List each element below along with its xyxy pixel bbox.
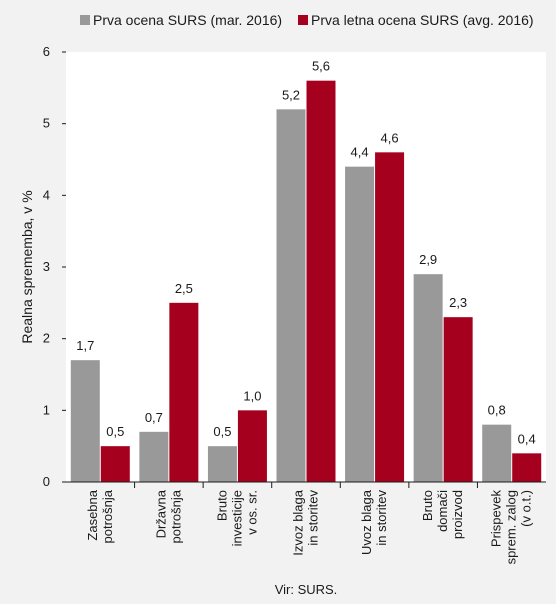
bar bbox=[345, 166, 375, 482]
category-label: potrošnja bbox=[100, 489, 115, 543]
data-label: 5,2 bbox=[282, 87, 300, 102]
plot-area bbox=[66, 52, 546, 482]
legend-swatch bbox=[298, 15, 308, 25]
value-labels: 1,7 0,5 0,7 2,5 0,5 1,0 5,2 5,6 4,4 4,6 2,9 2,3 0,8 0… bbox=[76, 59, 536, 447]
category-label: proizvod bbox=[450, 490, 465, 539]
data-label: 4,6 bbox=[381, 130, 399, 145]
legend-label: Prva letna ocena SURS (avg. 2016) bbox=[311, 12, 534, 28]
data-label: 1,7 bbox=[76, 338, 94, 353]
category-label: v os. sr. bbox=[244, 490, 259, 535]
data-label: 5,6 bbox=[312, 59, 330, 74]
bar bbox=[276, 109, 306, 482]
bar bbox=[237, 410, 267, 482]
category-labels: Zasebna potrošnja Državna potrošnja Bruto inv… bbox=[85, 482, 534, 564]
category-label: Bruto bbox=[214, 490, 229, 521]
category-label: domači bbox=[435, 490, 450, 532]
bar bbox=[413, 274, 443, 482]
data-label: 1,0 bbox=[243, 388, 261, 403]
data-label: 2,3 bbox=[449, 295, 467, 310]
category-label: Izvoz blaga bbox=[291, 489, 306, 556]
y-tick-label: 5 bbox=[43, 116, 50, 131]
y-axis-ticks: 0 1 2 3 4 5 6 bbox=[43, 44, 66, 489]
category-label: potrošnja bbox=[168, 489, 183, 543]
y-tick-label: 2 bbox=[43, 331, 50, 346]
bar bbox=[207, 446, 237, 482]
y-tick-label: 0 bbox=[43, 474, 50, 489]
y-tick-label: 3 bbox=[43, 259, 50, 274]
bar bbox=[482, 424, 512, 482]
data-label: 0,7 bbox=[145, 410, 163, 425]
bar bbox=[375, 152, 405, 483]
y-axis-title: Realna sprememba, v % bbox=[19, 190, 35, 343]
source-note: Vir: SURS. bbox=[275, 582, 338, 597]
legend: Prva ocena SURS (mar. 2016) Prva letna oc… bbox=[80, 12, 534, 28]
category-label: Bruto bbox=[420, 490, 435, 521]
y-tick-label: 4 bbox=[43, 187, 50, 202]
data-label: 0,5 bbox=[213, 424, 231, 439]
data-label: 2,9 bbox=[419, 252, 437, 267]
bar bbox=[169, 302, 199, 482]
bar bbox=[512, 453, 542, 482]
bar bbox=[306, 80, 336, 483]
y-tick-label: 1 bbox=[43, 402, 50, 417]
category-label: Uvoz blaga bbox=[359, 489, 374, 555]
bar bbox=[100, 446, 130, 482]
data-label: 2,5 bbox=[175, 281, 193, 296]
data-label: 0,5 bbox=[106, 424, 124, 439]
bar bbox=[139, 431, 169, 482]
data-label: 0,4 bbox=[518, 431, 536, 446]
category-label: sprem. zalog bbox=[504, 490, 519, 564]
legend-swatch bbox=[80, 15, 90, 25]
y-tick-label: 6 bbox=[43, 44, 50, 59]
legend-label: Prva ocena SURS (mar. 2016) bbox=[93, 12, 282, 28]
bar bbox=[70, 360, 100, 482]
category-label: (v o.t.) bbox=[519, 490, 534, 527]
data-label: 4,4 bbox=[351, 145, 369, 160]
category-label: in storitev bbox=[306, 490, 321, 546]
category-label: in storitev bbox=[374, 490, 389, 546]
category-label: Državna bbox=[153, 489, 168, 538]
bar bbox=[443, 317, 473, 482]
category-label: Zasebna bbox=[85, 489, 100, 540]
bars bbox=[70, 80, 542, 483]
data-label: 0,8 bbox=[488, 403, 506, 418]
category-label: Prispevek bbox=[489, 490, 504, 548]
category-label: investicije bbox=[229, 490, 244, 546]
